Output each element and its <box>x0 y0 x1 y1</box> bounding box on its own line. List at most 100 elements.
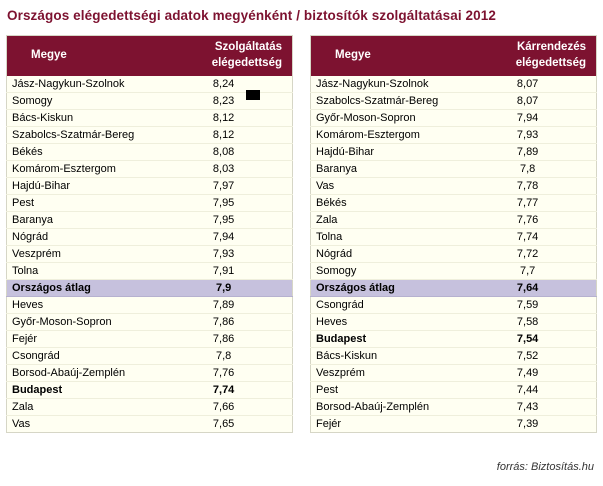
table-row: Heves 7,58 <box>310 313 597 331</box>
table-row: Komárom-Esztergom 8,03 <box>6 160 293 178</box>
service-satisfaction-table: Megye Szolgáltatás elégedettség Jász-Nag… <box>6 35 293 433</box>
county-name: Borsod-Abaúj-Zemplén <box>310 398 460 416</box>
satisfaction-value: 7,97 <box>155 177 293 195</box>
county-name: Nógrád <box>6 228 156 246</box>
satisfaction-value: 7,76 <box>155 364 293 382</box>
table-row: Hajdú-Bihar 7,89 <box>310 143 597 161</box>
satisfaction-value: 8,12 <box>155 109 293 127</box>
table-row: Békés 7,77 <box>310 194 597 212</box>
satisfaction-value: 7,43 <box>459 398 597 416</box>
table-row: Pest 7,95 <box>6 194 293 212</box>
satisfaction-value: 7,58 <box>459 313 597 331</box>
satisfaction-value: 7,65 <box>212 418 235 430</box>
county-name: Bács-Kiskun <box>6 109 156 127</box>
county-name: Komárom-Esztergom <box>6 160 156 178</box>
satisfaction-value: 8,23 <box>155 92 293 110</box>
satisfaction-value: 8,03 <box>155 160 293 178</box>
table-row: Somogy 7,7 <box>310 262 597 280</box>
table-row: Budapest 7,74 <box>6 381 293 399</box>
satisfaction-value: 7,8 <box>155 347 293 365</box>
county-name: Komárom-Esztergom <box>310 126 460 144</box>
table-row: Tolna 7,91 <box>6 262 293 280</box>
county-name: Heves <box>310 313 460 331</box>
claims-satisfaction-table: Megye Kárrendezés elégedettség Jász-Nagy… <box>310 35 597 433</box>
county-name: Vas <box>12 418 31 430</box>
table-row: Bács-Kiskun 8,12 <box>6 109 293 127</box>
table-row: Baranya 7,95 <box>6 211 293 229</box>
county-name: Budapest <box>310 330 460 348</box>
table-row: Zala 7,76 <box>310 211 597 229</box>
county-name: Vas <box>310 177 460 195</box>
satisfaction-value: 7,8 <box>459 160 597 178</box>
county-name: Győr-Moson-Sopron <box>6 313 156 331</box>
satisfaction-value: 8,12 <box>155 126 293 144</box>
table-row: Vas 7,65 <box>7 416 293 433</box>
county-name: Békés <box>310 194 460 212</box>
satisfaction-value: 8,07 <box>459 75 597 93</box>
satisfaction-value: 7,64 <box>459 279 597 297</box>
county-name: Veszprém <box>6 245 156 263</box>
county-name: Somogy <box>310 262 460 280</box>
satisfaction-value: 7,39 <box>516 418 539 430</box>
table-row: Zala 7,66 <box>6 398 293 416</box>
county-name: Győr-Moson-Sopron <box>310 109 460 127</box>
county-name: Pest <box>310 381 460 399</box>
table-row: Veszprém 7,93 <box>6 245 293 263</box>
satisfaction-value: 7,74 <box>459 228 597 246</box>
county-name: Szabolcs-Szatmár-Bereg <box>6 126 156 144</box>
page-title: Országos elégedettségi adatok megyénként… <box>7 8 496 23</box>
satisfaction-value: 7,95 <box>155 211 293 229</box>
county-name: Veszprém <box>310 364 460 382</box>
county-name: Pest <box>6 194 156 212</box>
satisfaction-value: 7,72 <box>459 245 597 263</box>
satisfaction-value: 7,9 <box>155 279 293 297</box>
satisfaction-value: 7,52 <box>459 347 597 365</box>
table-row: Borsod-Abaúj-Zemplén 7,43 <box>310 398 597 416</box>
county-name: Baranya <box>6 211 156 229</box>
column-header-megye: Megye <box>6 35 156 76</box>
table-row: Csongrád 7,59 <box>310 296 597 314</box>
header-row: Megye Kárrendezés elégedettség <box>310 35 597 76</box>
satisfaction-value: 7,91 <box>155 262 293 280</box>
table-row: Bács-Kiskun 7,52 <box>310 347 597 365</box>
table-row: Komárom-Esztergom 7,93 <box>310 126 597 144</box>
table-row: Baranya 7,8 <box>310 160 597 178</box>
source-credit: forrás: Biztosítás.hu <box>496 461 594 473</box>
satisfaction-value: 8,24 <box>155 75 293 93</box>
table-row: Veszprém 7,49 <box>310 364 597 382</box>
column-header-claims-satisfaction: Kárrendezés elégedettség <box>459 35 597 76</box>
county-name: Tolna <box>310 228 460 246</box>
table-row: Borsod-Abaúj-Zemplén 7,76 <box>6 364 293 382</box>
county-name: Zala <box>6 398 156 416</box>
table-row: Jász-Nagykun-Szolnok 8,07 <box>310 75 597 93</box>
satisfaction-value: 7,94 <box>459 109 597 127</box>
satisfaction-value: 8,07 <box>459 92 597 110</box>
satisfaction-value: 8,08 <box>155 143 293 161</box>
satisfaction-value: 7,74 <box>155 381 293 399</box>
county-name: Heves <box>6 296 156 314</box>
table-row: Hajdú-Bihar 7,97 <box>6 177 293 195</box>
black-mark-artifact <box>246 90 260 100</box>
county-name: Fejér <box>316 418 342 430</box>
table-row: Tolna 7,74 <box>310 228 597 246</box>
county-name: Csongrád <box>6 347 156 365</box>
satisfaction-value: 7,86 <box>155 313 293 331</box>
satisfaction-value: 7,66 <box>155 398 293 416</box>
county-name: Országos átlag <box>6 279 156 297</box>
county-name: Hajdú-Bihar <box>310 143 460 161</box>
table-row: Jász-Nagykun-Szolnok 8,24 <box>6 75 293 93</box>
county-name: Hajdú-Bihar <box>6 177 156 195</box>
table-row: Szabolcs-Szatmár-Bereg 8,12 <box>6 126 293 144</box>
table-row: Győr-Moson-Sopron 7,94 <box>310 109 597 127</box>
county-name: Fejér <box>6 330 156 348</box>
satisfaction-value: 7,54 <box>459 330 597 348</box>
satisfaction-value: 7,89 <box>155 296 293 314</box>
satisfaction-value: 7,59 <box>459 296 597 314</box>
table-row: Fejér 7,86 <box>6 330 293 348</box>
county-name: Baranya <box>310 160 460 178</box>
county-name: Tolna <box>6 262 156 280</box>
table-row: Szabolcs-Szatmár-Bereg 8,07 <box>310 92 597 110</box>
county-name: Szabolcs-Szatmár-Bereg <box>310 92 460 110</box>
satisfaction-value: 7,77 <box>459 194 597 212</box>
